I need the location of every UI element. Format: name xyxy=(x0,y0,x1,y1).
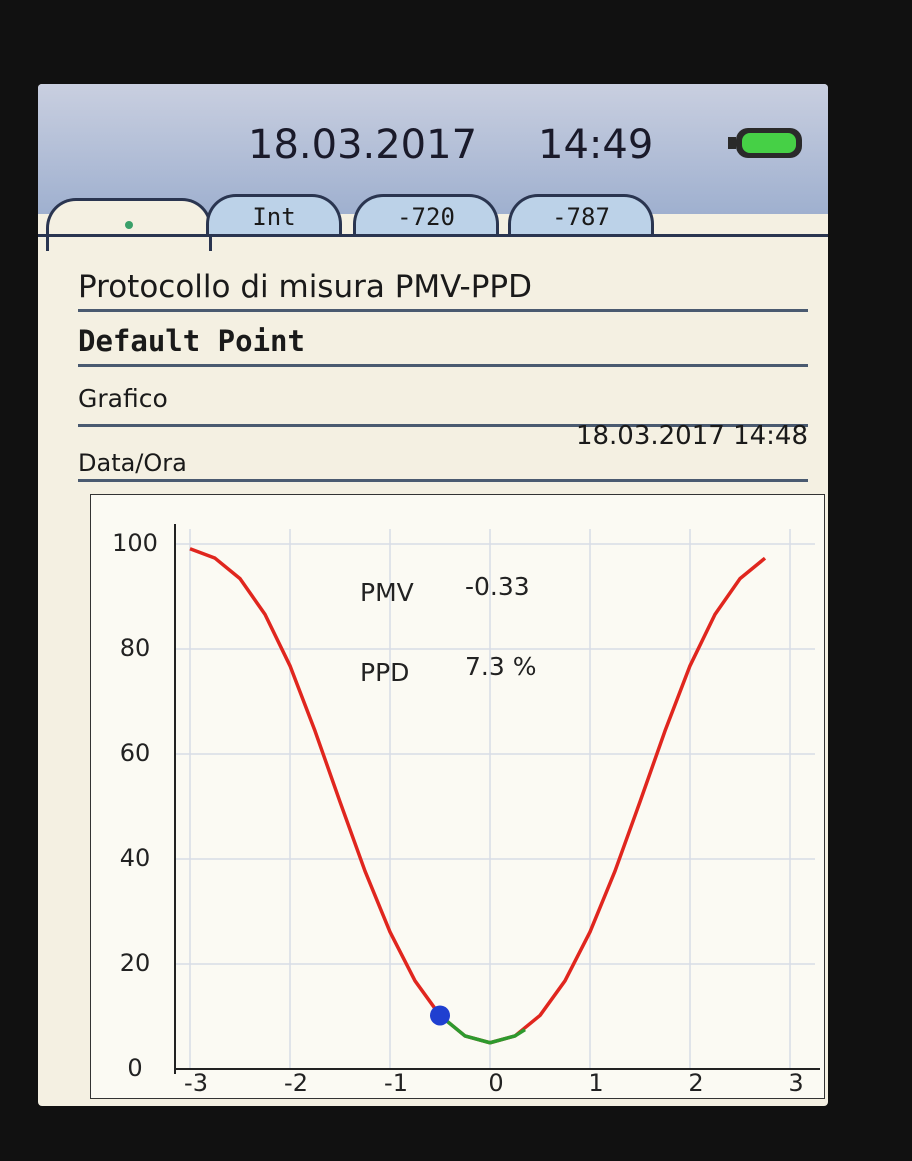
device-screen: 18.03.2017 14:49 Int -720 -787 Protocoll… xyxy=(38,84,828,1106)
chart: 0 20 40 60 80 100 -3 -2 -1 0 1 2 3 PMV -0.33 PPD 7.3 % xyxy=(90,494,825,1099)
section-label: Grafico xyxy=(78,384,808,427)
datetime-row: Data/Ora 18.03.2017 14:48 xyxy=(78,421,808,482)
tab[interactable]: -787 xyxy=(508,194,654,237)
tab[interactable]: -720 xyxy=(353,194,499,237)
pmv-marker xyxy=(430,1005,450,1026)
annotation-label: PPD xyxy=(360,658,409,687)
y-tick-label: 0 xyxy=(127,1054,142,1082)
protocol-title: Protocollo di misura PMV-PPD xyxy=(78,269,808,312)
x-tick-label: 1 xyxy=(588,1069,603,1097)
point-name: Default Point xyxy=(78,324,808,367)
datetime-label: Data/Ora xyxy=(78,449,187,477)
x-tick-label: -2 xyxy=(284,1069,308,1097)
x-tick-label: 2 xyxy=(688,1069,703,1097)
annotation-label: PMV xyxy=(360,578,414,607)
annotation-value: 7.3 % xyxy=(465,652,536,681)
header-time: 14:49 xyxy=(538,122,654,168)
chart-frame xyxy=(90,494,825,1099)
header-bar: 18.03.2017 14:49 xyxy=(38,84,828,214)
y-tick-label: 40 xyxy=(120,844,151,872)
x-tick-label: -3 xyxy=(184,1069,208,1097)
y-tick-label: 80 xyxy=(120,634,151,662)
x-tick-label: 0 xyxy=(488,1069,503,1097)
annotation-value: -0.33 xyxy=(465,572,530,601)
header-date: 18.03.2017 xyxy=(248,122,478,168)
x-tick-label: -1 xyxy=(384,1069,408,1097)
tab[interactable]: Int xyxy=(206,194,342,237)
x-tick-label: 3 xyxy=(788,1069,803,1097)
battery-icon xyxy=(728,128,802,158)
y-tick-label: 100 xyxy=(112,529,158,557)
y-tick-label: 20 xyxy=(120,949,151,977)
datetime-value: 18.03.2017 14:48 xyxy=(575,421,808,451)
tab-active[interactable] xyxy=(46,198,212,251)
y-tick-label: 60 xyxy=(120,739,151,767)
curve xyxy=(438,1014,526,1045)
